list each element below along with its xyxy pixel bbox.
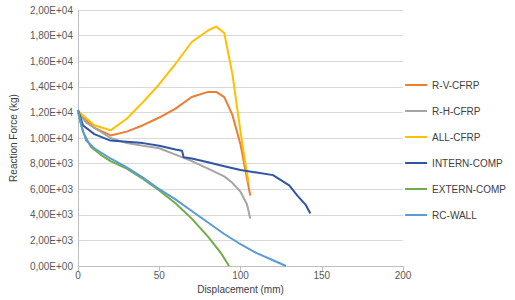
svg-text:50: 50 (154, 270, 166, 281)
svg-text:ALL-CFRP: ALL-CFRP (432, 132, 481, 143)
svg-text:200: 200 (395, 270, 412, 281)
svg-text:1,80E+04: 1,80E+04 (30, 30, 74, 41)
svg-text:2,00E+04: 2,00E+04 (30, 5, 74, 16)
svg-text:150: 150 (313, 270, 330, 281)
svg-text:100: 100 (232, 270, 249, 281)
svg-text:0: 0 (75, 270, 81, 281)
svg-text:RC-WALL: RC-WALL (432, 210, 477, 221)
svg-text:Reaction Force (kg): Reaction Force (kg) (8, 94, 19, 182)
svg-text:1,20E+04: 1,20E+04 (30, 107, 74, 118)
svg-text:Displacement (mm): Displacement (mm) (197, 284, 284, 295)
svg-text:INTERN-COMP: INTERN-COMP (432, 158, 503, 169)
svg-text:1,40E+04: 1,40E+04 (30, 81, 74, 92)
svg-text:8,00E+03: 8,00E+03 (30, 158, 74, 169)
svg-text:4,00E+03: 4,00E+03 (30, 209, 74, 220)
svg-text:2,00E+03: 2,00E+03 (30, 235, 74, 246)
svg-text:EXTERN-COMP: EXTERN-COMP (432, 184, 506, 195)
svg-text:R-V-CFRP: R-V-CFRP (432, 80, 480, 91)
svg-text:1,60E+04: 1,60E+04 (30, 56, 74, 67)
svg-text:R-H-CFRP: R-H-CFRP (432, 106, 481, 117)
svg-text:1,00E+04: 1,00E+04 (30, 133, 74, 144)
svg-text:6,00E+03: 6,00E+03 (30, 184, 74, 195)
svg-text:0,00E+00: 0,00E+00 (30, 261, 74, 272)
